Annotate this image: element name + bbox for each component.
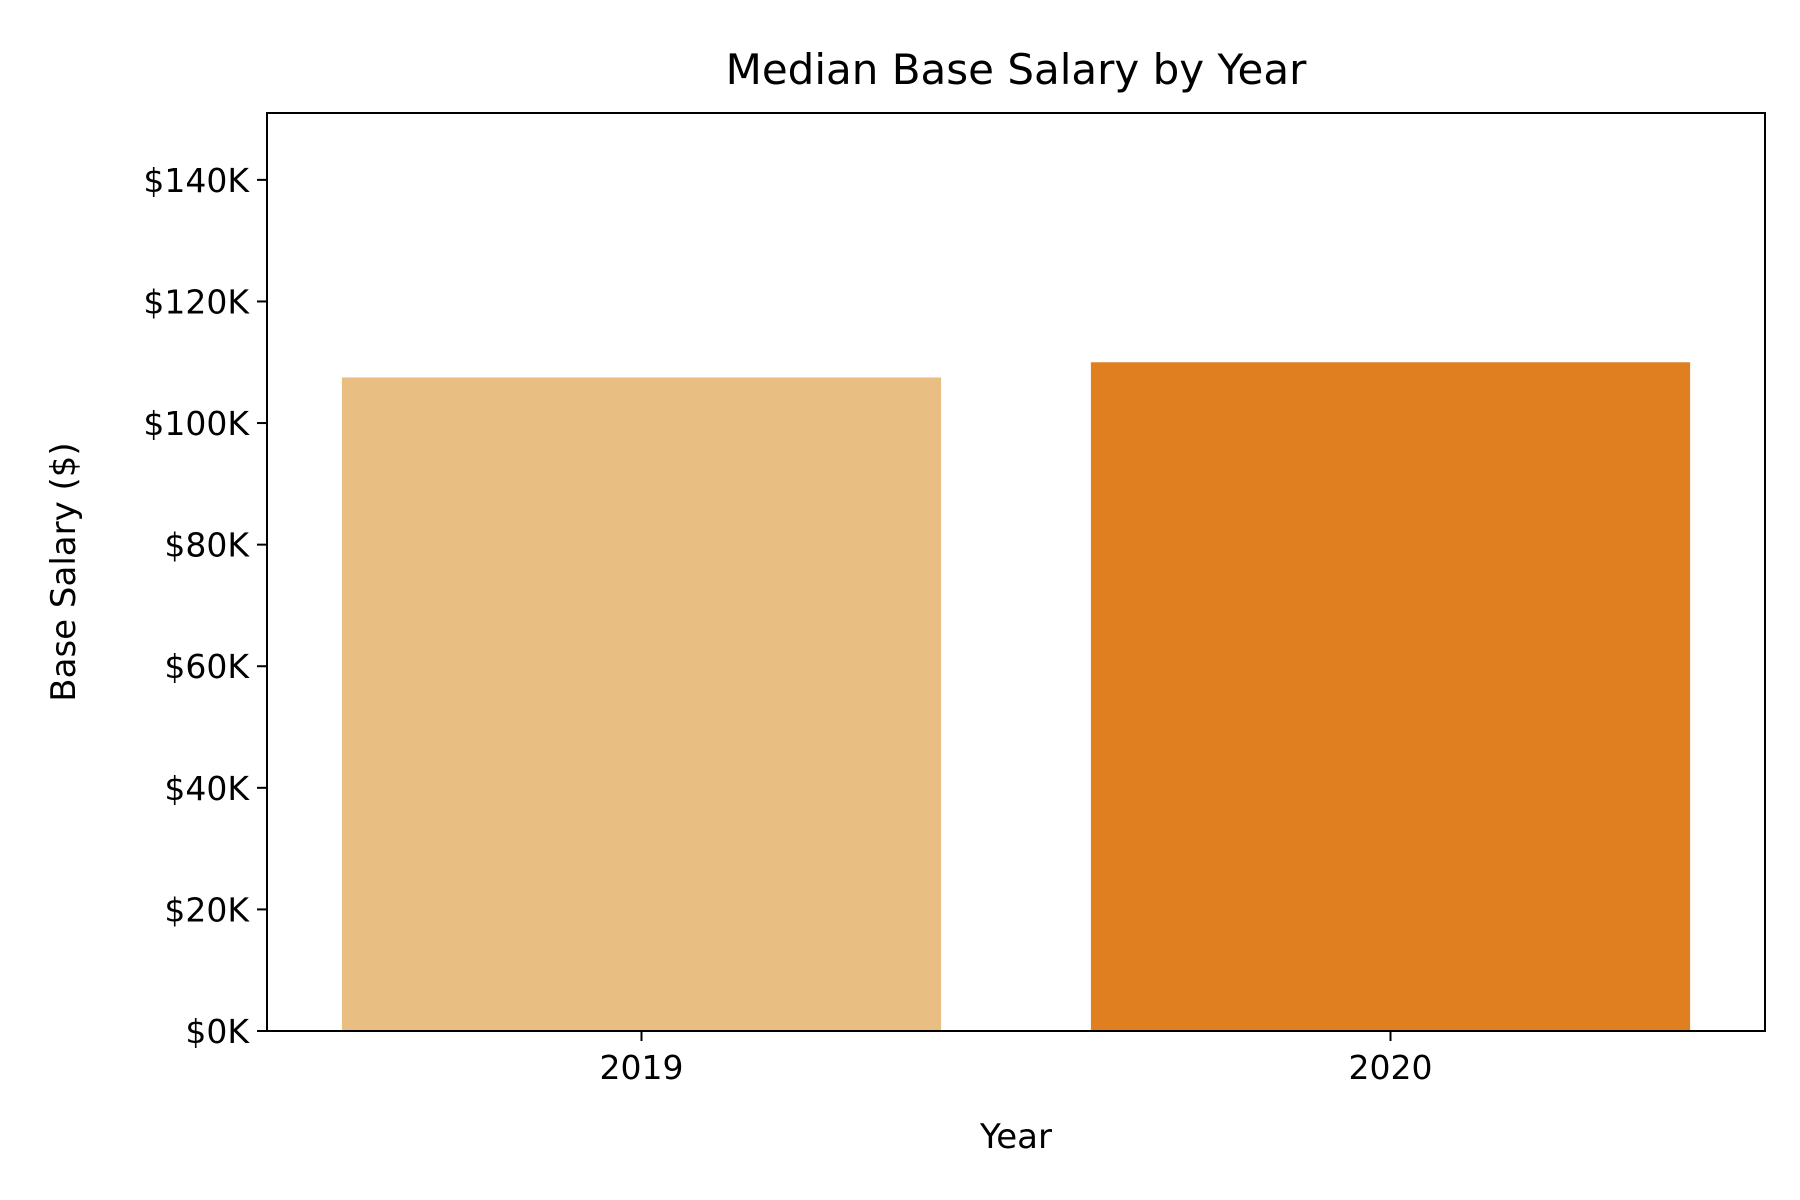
y-tick-label-140000: $140K <box>143 161 250 200</box>
y-tick-label-80000: $80K <box>164 526 250 565</box>
y-tick-label-100000: $100K <box>143 404 250 443</box>
y-tick-label-0: $0K <box>185 1012 250 1051</box>
y-axis: $0K $20K $40K $60K $80K $100K $120K $140K <box>143 161 267 1051</box>
y-axis-label: Base Salary ($) <box>44 442 84 701</box>
x-tick-label-2020: 2020 <box>1349 1048 1433 1087</box>
y-tick-label-20000: $20K <box>164 890 250 929</box>
x-tick-label-2019: 2019 <box>600 1048 684 1087</box>
chart-title: Median Base Salary by Year <box>726 45 1308 94</box>
x-axis: 2019 2020 <box>600 1031 1433 1087</box>
plot-frame <box>266 112 1766 1032</box>
y-tick-label-60000: $60K <box>164 647 250 686</box>
bar-2020 <box>1090 362 1691 1031</box>
bar-2019 <box>341 377 942 1032</box>
y-tick-label-120000: $120K <box>143 282 250 321</box>
y-tick-label-40000: $40K <box>164 769 250 808</box>
x-axis-label: Year <box>979 1117 1052 1157</box>
bars-group <box>341 362 1691 1032</box>
